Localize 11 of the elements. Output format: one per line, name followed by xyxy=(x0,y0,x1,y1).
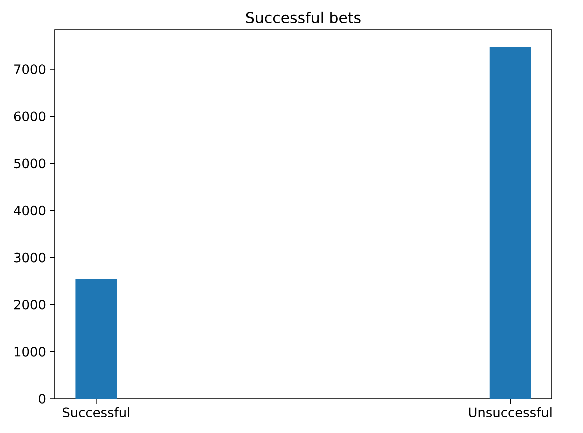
x-tick-label: Unsuccessful xyxy=(469,408,552,418)
y-tick-label: 4000 xyxy=(14,206,46,216)
y-tick-label: 3000 xyxy=(14,252,46,263)
x-tick-label: Successful xyxy=(63,408,130,418)
y-tick-label: 2000 xyxy=(14,300,46,310)
y-tick-label: 6000 xyxy=(14,112,46,122)
y-tick-label: 1000 xyxy=(14,347,46,357)
y-tick-label: 7000 xyxy=(14,64,46,74)
y-tick-label: 5000 xyxy=(14,158,46,169)
chart-title: Successful bets xyxy=(246,12,361,24)
y-tick-label: 0 xyxy=(39,394,46,404)
